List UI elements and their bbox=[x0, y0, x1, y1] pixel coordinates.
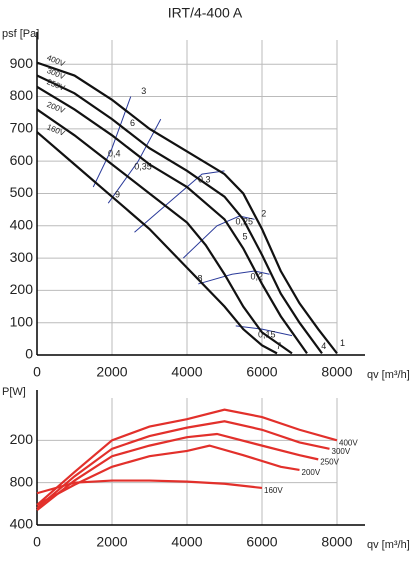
chart-title: IRT/4-400 A bbox=[168, 5, 243, 21]
y-tick-label: 700 bbox=[10, 120, 34, 136]
efficiency-label: 0,2 bbox=[251, 271, 264, 281]
curve bbox=[36, 479, 263, 495]
curve bbox=[36, 108, 293, 355]
series-label: 160V bbox=[45, 123, 66, 139]
y-tick-label: 900 bbox=[10, 55, 34, 71]
series-label: 160V bbox=[264, 486, 283, 495]
efficiency-label: 0,3 bbox=[198, 174, 211, 184]
y-tick-label: 400 bbox=[10, 516, 34, 532]
curve bbox=[36, 432, 319, 512]
series-label: 250V bbox=[320, 457, 339, 466]
x-tick-label: 6000 bbox=[246, 534, 277, 550]
efficiency-label: 0,35 bbox=[134, 162, 152, 172]
y-tick-label: 800 bbox=[10, 87, 34, 103]
series-label: 200V bbox=[302, 468, 321, 477]
point-label: 1 bbox=[340, 338, 345, 348]
x-axis-label: qv [m³/h] bbox=[367, 369, 410, 381]
x-tick-label: 6000 bbox=[246, 364, 277, 380]
x-tick-label: 4000 bbox=[171, 364, 202, 380]
efficiency-line bbox=[134, 170, 225, 233]
y-tick-label: 600 bbox=[10, 152, 34, 168]
efficiency-line bbox=[235, 325, 293, 337]
x-tick-label: 8000 bbox=[321, 364, 352, 380]
curve bbox=[36, 444, 300, 506]
y-tick-label: 300 bbox=[10, 249, 34, 265]
x-tick-label: 2000 bbox=[96, 534, 127, 550]
x-tick-label: 4000 bbox=[171, 534, 202, 550]
x-tick-label: 0 bbox=[33, 534, 41, 550]
point-label: 8 bbox=[198, 273, 203, 283]
y-tick-label: 800 bbox=[10, 473, 34, 489]
curve bbox=[36, 420, 330, 509]
y-tick-label: 0 bbox=[25, 346, 33, 362]
curve bbox=[36, 131, 278, 355]
series-label: 400V bbox=[339, 438, 358, 447]
efficiency-line bbox=[92, 96, 132, 188]
point-label: 3 bbox=[141, 86, 146, 96]
efficiency-line bbox=[182, 215, 255, 259]
efficiency-label: 0,4 bbox=[108, 149, 121, 159]
point-label: 9 bbox=[115, 189, 120, 199]
y-tick-label: 400 bbox=[10, 216, 34, 232]
point-label: 7 bbox=[276, 341, 281, 351]
efficiency-line bbox=[198, 270, 270, 285]
y-axis-label: psf [Pa] bbox=[2, 28, 39, 40]
point-label: 4 bbox=[321, 341, 326, 351]
curve bbox=[36, 74, 323, 355]
curve bbox=[36, 85, 308, 355]
point-label: 5 bbox=[243, 231, 248, 241]
efficiency-line bbox=[107, 118, 162, 204]
x-axis-label: qv [m³/h] bbox=[367, 539, 410, 551]
series-label: 300V bbox=[332, 447, 351, 456]
point-label: 2 bbox=[261, 209, 266, 219]
point-label: 6 bbox=[130, 118, 135, 128]
curve bbox=[36, 408, 338, 506]
y-axis-label: P[W] bbox=[2, 386, 26, 398]
x-tick-label: 8000 bbox=[321, 534, 352, 550]
curve bbox=[36, 61, 338, 355]
y-tick-label: 500 bbox=[10, 184, 34, 200]
x-tick-label: 0 bbox=[33, 364, 41, 380]
y-tick-label: 100 bbox=[10, 313, 34, 329]
series-label: 250V bbox=[45, 77, 66, 93]
y-tick-label: 200 bbox=[10, 281, 34, 297]
x-tick-label: 2000 bbox=[96, 364, 127, 380]
y-tick-label: 200 bbox=[10, 431, 34, 447]
